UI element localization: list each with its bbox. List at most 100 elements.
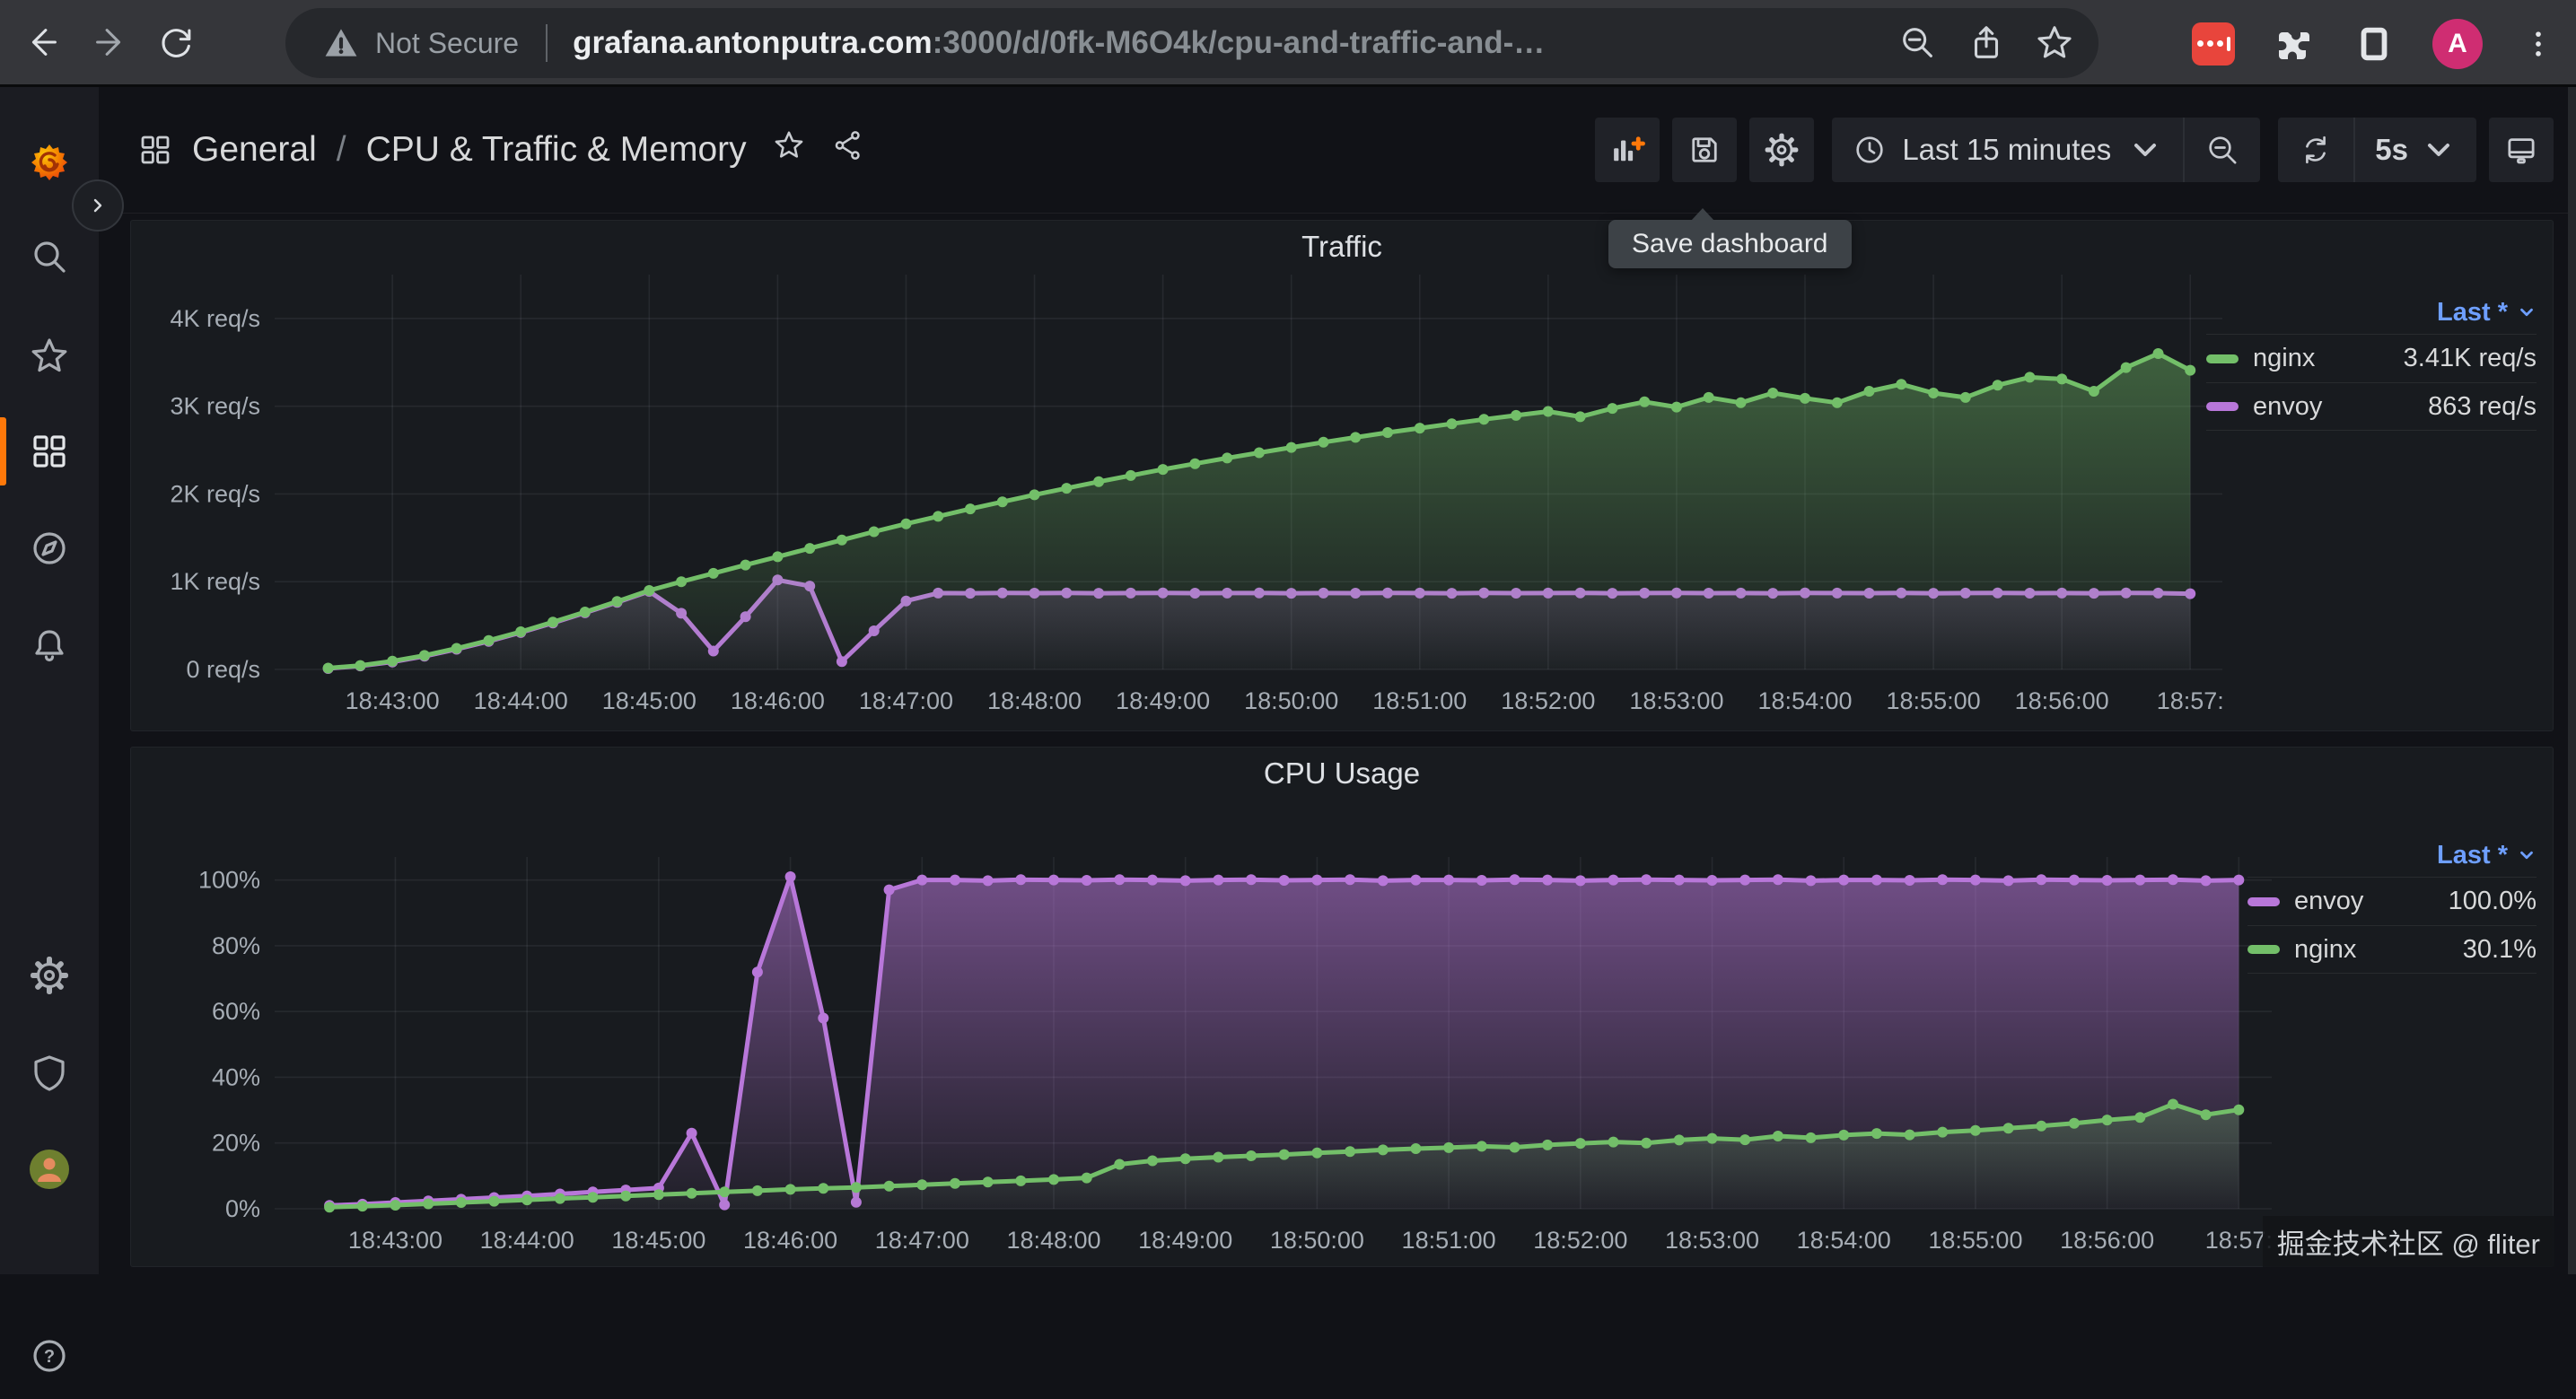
svg-text:18:48:00: 18:48:00 — [987, 687, 1082, 714]
chevron-down-icon — [2127, 132, 2163, 168]
password-manager-extension-icon[interactable] — [2192, 22, 2235, 66]
time-range-label: Last 15 minutes — [1902, 133, 2111, 167]
svg-text:20%: 20% — [212, 1130, 260, 1157]
grafana-sidebar: ? — [0, 87, 99, 1274]
refresh-icon — [2298, 132, 2334, 168]
back-icon[interactable] — [20, 19, 66, 66]
bookmark-star-icon[interactable] — [2034, 22, 2075, 64]
reload-icon[interactable] — [153, 19, 199, 66]
divider — [546, 24, 548, 62]
svg-text:18:54:00: 18:54:00 — [1797, 1227, 1891, 1254]
refresh-interval-label: 5s — [2375, 133, 2408, 167]
clock-icon — [1852, 132, 1888, 168]
kebab-menu-icon[interactable] — [2520, 23, 2556, 65]
legend-series-name[interactable]: envoy — [2253, 392, 2322, 422]
add-panel-button[interactable] — [1595, 118, 1660, 182]
series-color-swatch[interactable] — [2247, 945, 2280, 954]
save-dashboard-button[interactable] — [1672, 118, 1737, 182]
sidebar-expand-button[interactable] — [72, 179, 124, 232]
series-color-swatch[interactable] — [2247, 897, 2280, 906]
nginx-area — [329, 354, 2191, 669]
svg-text:18:49:00: 18:49:00 — [1116, 687, 1210, 714]
scrollbar[interactable] — [2568, 87, 2576, 1274]
help-icon[interactable]: ? — [0, 1313, 99, 1399]
svg-text:18:50:00: 18:50:00 — [1270, 1227, 1364, 1254]
zoom-out-icon — [2204, 132, 2240, 168]
svg-text:18:46:00: 18:46:00 — [743, 1227, 837, 1254]
page-title: CPU & Traffic & Memory — [366, 130, 747, 170]
zoom-out-time-button[interactable] — [2183, 118, 2260, 182]
legend-series-name[interactable]: envoy — [2294, 887, 2363, 916]
zoom-out-icon[interactable] — [1897, 22, 1939, 64]
svg-text:40%: 40% — [212, 1063, 260, 1090]
save-dashboard-tooltip: Save dashboard — [1608, 220, 1852, 268]
series-color-swatch[interactable] — [2206, 354, 2239, 363]
profile-avatar[interactable]: A — [2432, 19, 2483, 69]
legend-series-name[interactable]: nginx — [2253, 344, 2315, 373]
chevron-down-icon — [2517, 305, 2537, 319]
compass-explore-icon[interactable] — [0, 505, 99, 591]
gear-configuration-icon[interactable] — [0, 932, 99, 1019]
refresh-picker: 5s — [2278, 118, 2476, 182]
svg-text:18:44:00: 18:44:00 — [480, 1227, 574, 1254]
sidebar-item-dashboards[interactable] — [0, 408, 99, 494]
traffic-legend: Last * nginx 3.41K req/s envoy 863 req/s — [2206, 291, 2537, 431]
svg-text:18:50:00: 18:50:00 — [1244, 687, 1338, 714]
svg-text:18:52:00: 18:52:00 — [1501, 687, 1595, 714]
security-label: Not Secure — [375, 27, 519, 60]
forward-icon[interactable] — [86, 19, 133, 66]
starred-dashboards-icon[interactable] — [0, 313, 99, 399]
breadcrumb-separator: / — [337, 130, 346, 170]
svg-text:18:55:00: 18:55:00 — [1928, 1227, 2022, 1254]
svg-text:18:44:00: 18:44:00 — [474, 687, 568, 714]
share-alt-icon[interactable] — [831, 128, 865, 171]
apps-grid-icon — [136, 131, 174, 169]
svg-text:18:48:00: 18:48:00 — [1006, 1227, 1100, 1254]
breadcrumb-folder[interactable]: General — [192, 130, 317, 170]
dashboard-navbar: General / CPU & Traffic & Memory Last 15… — [99, 87, 2576, 214]
tv-mode-button[interactable] — [2489, 118, 2554, 182]
svg-text:3K req/s: 3K req/s — [170, 393, 260, 420]
browser-toolbar: Not Secure grafana.antonputra.com:3000/d… — [0, 0, 2576, 87]
shield-admin-icon[interactable] — [0, 1029, 99, 1115]
svg-text:100%: 100% — [198, 867, 260, 894]
svg-text:18:43:00: 18:43:00 — [346, 687, 440, 714]
legend-series-name[interactable]: nginx — [2294, 935, 2356, 965]
chevron-down-icon — [2421, 132, 2457, 168]
legend-series-value: 863 req/s — [2428, 392, 2537, 422]
dashboard-settings-button[interactable] — [1749, 118, 1814, 182]
star-dashboard-icon[interactable] — [772, 128, 806, 171]
legend-series-value: 3.41K req/s — [2404, 344, 2537, 373]
svg-text:18:55:00: 18:55:00 — [1887, 687, 1981, 714]
svg-text:80%: 80% — [212, 932, 260, 959]
svg-text:18:47:00: 18:47:00 — [875, 1227, 969, 1254]
legend-calc-selector[interactable]: Last * — [2206, 291, 2537, 334]
svg-text:18:53:00: 18:53:00 — [1629, 687, 1723, 714]
bell-alerting-icon[interactable] — [0, 602, 99, 688]
svg-text:18:49:00: 18:49:00 — [1138, 1227, 1232, 1254]
svg-text:18:53:00: 18:53:00 — [1665, 1227, 1759, 1254]
legend-calc-selector[interactable]: Last * — [2247, 834, 2537, 877]
svg-text:18:45:00: 18:45:00 — [602, 687, 697, 714]
traffic-chart[interactable]: 0 req/s1K req/s2K req/s3K req/s4K req/s1… — [131, 221, 2554, 732]
share-icon[interactable] — [1966, 22, 2007, 64]
svg-text:18:56:00: 18:56:00 — [2060, 1227, 2154, 1254]
user-avatar[interactable] — [0, 1126, 99, 1212]
svg-text:18:57:: 18:57: — [2157, 687, 2224, 714]
refresh-interval-dropdown[interactable]: 5s — [2353, 118, 2476, 182]
svg-text:18:45:00: 18:45:00 — [611, 1227, 705, 1254]
puzzle-extensions-icon[interactable] — [2273, 22, 2316, 66]
legend-series-value: 100.0% — [2449, 887, 2537, 916]
svg-text:18:52:00: 18:52:00 — [1533, 1227, 1627, 1254]
svg-text:1K req/s: 1K req/s — [170, 568, 260, 595]
refresh-button[interactable] — [2278, 118, 2353, 182]
series-color-swatch[interactable] — [2206, 402, 2239, 411]
svg-text:18:56:00: 18:56:00 — [2015, 687, 2109, 714]
warning-triangle-icon — [321, 23, 361, 63]
time-range-button[interactable]: Last 15 minutes — [1832, 118, 2183, 182]
address-bar[interactable]: Not Secure grafana.antonputra.com:3000/d… — [285, 8, 2098, 78]
side-panel-icon[interactable] — [2353, 23, 2395, 65]
